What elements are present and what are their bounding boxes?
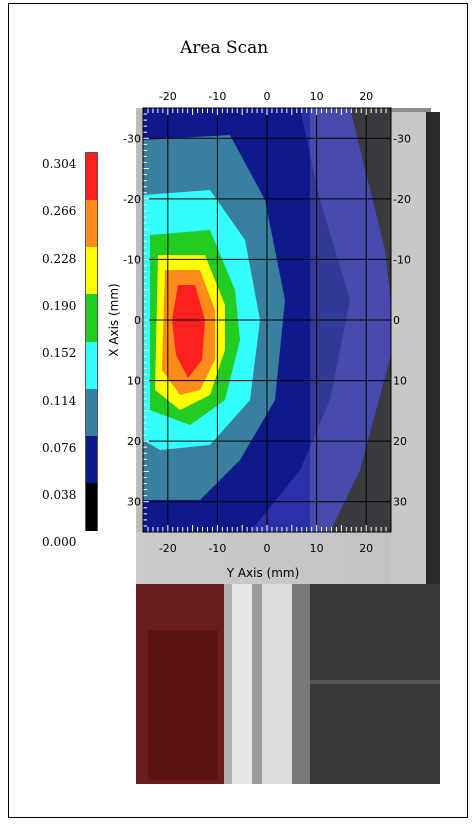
y-tick-label-right: 10	[393, 375, 407, 388]
y-tick-label-left: 0	[134, 314, 141, 327]
colorbar-swatch	[86, 341, 97, 390]
y-tick-label-right: -30	[393, 132, 411, 145]
colorbar-label: 0.152	[42, 346, 77, 361]
x-tick-label-bottom: -10	[208, 542, 226, 555]
x-tick-label-top: -20	[159, 90, 177, 103]
colorbar-swatch	[86, 482, 97, 531]
y-axis-title: X Axis (mm)	[107, 283, 121, 357]
y-tick-label-left: 30	[127, 496, 141, 509]
x-tick-label-top: 0	[264, 90, 271, 103]
y-tick-label-right: 30	[393, 496, 407, 509]
x-axis-title: Y Axis (mm)	[226, 566, 300, 580]
contour-level-0.304	[172, 285, 205, 378]
x-tick-label-top: -10	[208, 90, 226, 103]
y-tick-label-left: 10	[127, 375, 141, 388]
colorbar-swatch	[86, 247, 97, 296]
x-tick-label-top: 10	[310, 90, 324, 103]
y-tick-label-right: 0	[393, 314, 400, 327]
chart-title: Area Scan	[180, 38, 269, 58]
colorbar-label: 0.038	[42, 488, 77, 503]
plot-border	[142, 107, 392, 533]
colorbar-swatch	[86, 294, 97, 343]
colorbar-swatch	[86, 388, 97, 437]
colorbar	[85, 152, 98, 531]
colorbar-label: 0.228	[42, 251, 77, 266]
colorbar-label: 0.000	[42, 535, 77, 550]
y-tick-label-left: -20	[123, 193, 141, 206]
colorbar-swatch	[86, 200, 97, 248]
colorbar-label: 0.076	[42, 440, 77, 455]
axis-ticks: -20 -20 -10 -10 0 0 10 10 20 20 -30 -30 -20 -20 -10 -10…	[123, 90, 411, 555]
y-tick-label-right: -20	[393, 193, 411, 206]
x-tick-label-top: 20	[359, 90, 373, 103]
x-tick-label-bottom: 20	[359, 542, 373, 555]
grid	[143, 108, 391, 532]
colorbar-label: 0.266	[42, 204, 77, 219]
x-tick-label-bottom: 0	[264, 542, 271, 555]
colorbar-label: 0.114	[42, 393, 77, 408]
colorbar-label: 0.190	[42, 298, 77, 313]
x-tick-label-bottom: -20	[159, 542, 177, 555]
y-tick-label-left: 20	[127, 435, 141, 448]
colorbar-swatch	[86, 435, 97, 484]
colorbar-label: 0.304	[42, 157, 77, 171]
y-tick-label-left: -30	[123, 132, 141, 145]
y-tick-label-left: -10	[123, 253, 141, 266]
colorbar-swatch	[86, 153, 97, 201]
y-tick-label-right: 20	[393, 435, 407, 448]
y-tick-label-right: -10	[393, 253, 411, 266]
x-tick-label-bottom: 10	[310, 542, 324, 555]
